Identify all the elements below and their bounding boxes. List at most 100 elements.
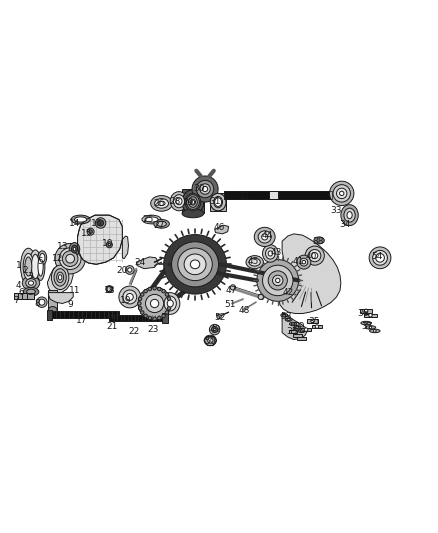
Bar (110, 315, 164, 321)
Ellipse shape (155, 199, 169, 208)
Circle shape (373, 251, 388, 265)
Bar (301, 328, 311, 332)
Circle shape (153, 317, 156, 320)
Text: 22: 22 (128, 327, 140, 336)
Ellipse shape (262, 245, 278, 262)
Circle shape (165, 311, 169, 314)
Bar (48, 311, 119, 318)
Text: 8: 8 (34, 299, 40, 308)
Ellipse shape (62, 251, 78, 266)
Ellipse shape (257, 260, 299, 301)
Bar (307, 319, 318, 322)
Ellipse shape (276, 278, 280, 282)
Circle shape (304, 328, 308, 332)
Circle shape (127, 268, 132, 272)
Bar (269, 191, 278, 199)
Circle shape (329, 181, 354, 206)
Circle shape (138, 297, 142, 301)
Circle shape (167, 297, 171, 301)
Polygon shape (78, 215, 122, 264)
Circle shape (333, 184, 350, 202)
Text: 3: 3 (27, 272, 32, 281)
Bar (364, 313, 377, 317)
Ellipse shape (172, 242, 219, 287)
Circle shape (144, 314, 147, 318)
Text: 24: 24 (134, 257, 145, 266)
Ellipse shape (214, 197, 223, 208)
Ellipse shape (150, 300, 159, 308)
Ellipse shape (188, 197, 197, 207)
Ellipse shape (314, 237, 324, 244)
Ellipse shape (161, 293, 180, 314)
Ellipse shape (38, 251, 47, 265)
Ellipse shape (365, 326, 376, 329)
Circle shape (208, 338, 213, 343)
Circle shape (336, 188, 347, 199)
Text: 11: 11 (69, 286, 80, 295)
Circle shape (141, 311, 144, 314)
Ellipse shape (186, 195, 199, 209)
Bar (48, 290, 57, 310)
Circle shape (165, 293, 169, 296)
Polygon shape (215, 225, 229, 234)
Polygon shape (282, 313, 307, 340)
Ellipse shape (21, 248, 36, 285)
Ellipse shape (182, 209, 204, 218)
Ellipse shape (48, 306, 57, 313)
Ellipse shape (145, 294, 164, 312)
Text: 35: 35 (308, 317, 320, 326)
Text: 41: 41 (293, 257, 304, 266)
Ellipse shape (344, 208, 355, 222)
Ellipse shape (298, 329, 305, 333)
Text: 12: 12 (52, 254, 64, 263)
Ellipse shape (151, 196, 173, 211)
Ellipse shape (22, 276, 40, 290)
Circle shape (364, 309, 368, 313)
Bar (224, 191, 332, 199)
Text: 30: 30 (194, 184, 205, 192)
Circle shape (162, 289, 165, 293)
Polygon shape (279, 234, 341, 313)
Circle shape (213, 328, 216, 331)
Circle shape (217, 314, 221, 319)
Ellipse shape (185, 193, 201, 211)
Circle shape (196, 180, 214, 198)
Text: 4: 4 (15, 281, 21, 290)
Circle shape (89, 230, 92, 233)
Ellipse shape (66, 254, 74, 263)
Ellipse shape (51, 265, 69, 289)
Text: 45: 45 (247, 257, 258, 266)
Circle shape (158, 316, 161, 320)
Text: 54: 54 (371, 253, 382, 261)
Ellipse shape (173, 195, 185, 208)
Text: 42: 42 (282, 288, 293, 297)
Ellipse shape (39, 299, 45, 305)
Ellipse shape (23, 287, 39, 296)
Ellipse shape (281, 313, 288, 317)
Ellipse shape (178, 248, 212, 280)
Ellipse shape (258, 231, 271, 243)
Text: 36: 36 (358, 309, 369, 318)
Polygon shape (122, 236, 128, 259)
Text: 34: 34 (339, 220, 351, 229)
Ellipse shape (370, 329, 380, 333)
Text: 32: 32 (239, 192, 250, 201)
Circle shape (376, 254, 385, 262)
Text: 38: 38 (312, 237, 324, 246)
Text: 2: 2 (22, 266, 28, 276)
Circle shape (106, 241, 113, 248)
Text: 9: 9 (67, 300, 73, 309)
Ellipse shape (37, 297, 47, 308)
Circle shape (365, 322, 367, 325)
Ellipse shape (55, 244, 85, 274)
Bar (182, 189, 204, 213)
Ellipse shape (74, 217, 87, 222)
Ellipse shape (305, 246, 324, 265)
Text: 46: 46 (213, 223, 225, 232)
Polygon shape (47, 263, 73, 293)
Ellipse shape (71, 215, 90, 224)
Circle shape (200, 184, 210, 194)
Text: 14: 14 (69, 220, 80, 228)
Circle shape (138, 306, 142, 310)
Ellipse shape (287, 319, 290, 320)
